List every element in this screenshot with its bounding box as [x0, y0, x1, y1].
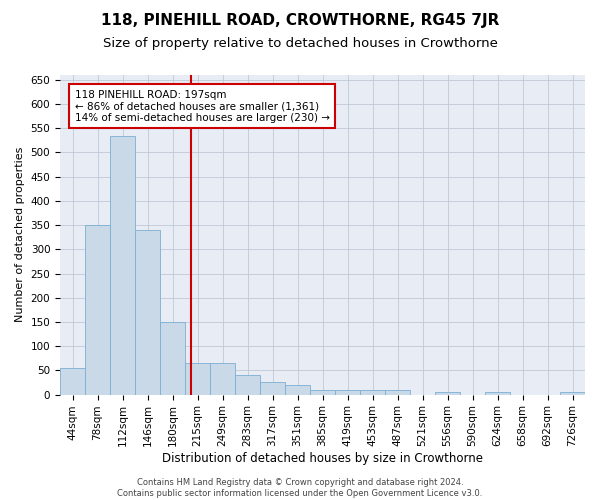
- Bar: [385, 390, 410, 394]
- Bar: [485, 392, 510, 394]
- Text: Contains HM Land Registry data © Crown copyright and database right 2024.
Contai: Contains HM Land Registry data © Crown c…: [118, 478, 482, 498]
- Bar: [335, 390, 360, 394]
- Bar: [210, 363, 235, 394]
- Text: 118 PINEHILL ROAD: 197sqm
← 86% of detached houses are smaller (1,361)
14% of se: 118 PINEHILL ROAD: 197sqm ← 86% of detac…: [74, 90, 329, 122]
- Bar: [285, 385, 310, 394]
- Bar: [60, 368, 85, 394]
- Bar: [235, 375, 260, 394]
- Text: Size of property relative to detached houses in Crowthorne: Size of property relative to detached ho…: [103, 38, 497, 51]
- Bar: [135, 230, 160, 394]
- Bar: [435, 392, 460, 394]
- X-axis label: Distribution of detached houses by size in Crowthorne: Distribution of detached houses by size …: [162, 452, 483, 465]
- Bar: [360, 390, 385, 394]
- Bar: [110, 136, 135, 394]
- Y-axis label: Number of detached properties: Number of detached properties: [15, 147, 25, 322]
- Bar: [560, 392, 585, 394]
- Bar: [160, 322, 185, 394]
- Bar: [185, 363, 210, 394]
- Bar: [260, 382, 285, 394]
- Bar: [85, 225, 110, 394]
- Text: 118, PINEHILL ROAD, CROWTHORNE, RG45 7JR: 118, PINEHILL ROAD, CROWTHORNE, RG45 7JR: [101, 12, 499, 28]
- Bar: [310, 390, 335, 394]
